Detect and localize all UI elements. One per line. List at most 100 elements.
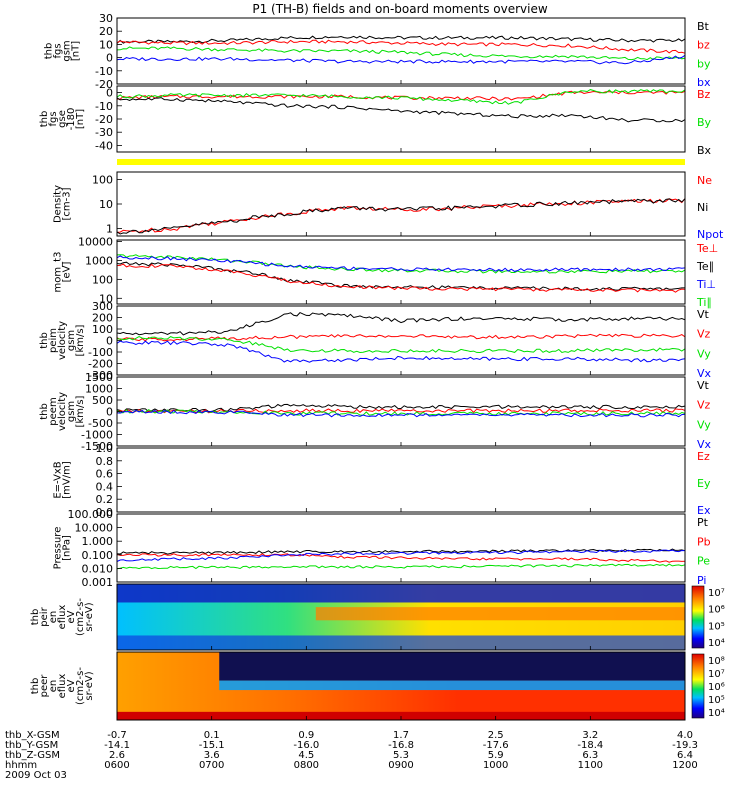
legend-label: Vx [697,367,712,380]
series-line-red [116,39,686,54]
colorbar-tick-label: 10⁸ [708,656,725,667]
y-tick-label: 1000 [85,254,113,267]
y-axis-label-line: [km/s] [75,395,86,427]
legend-label: Pt [697,516,709,529]
y-tick-label: -100 [88,346,113,359]
y-tick-label: 1500 [85,371,113,384]
y-axis-label-line: sr-eV) [84,602,95,631]
y-axis-label-line: gsm [66,401,77,422]
spectrogram-band-mid [219,680,686,691]
legend-label: Vz [697,399,711,412]
y-axis-label-line: (cm2-s- [75,598,86,636]
x-tick-label: -19.3 [672,740,698,751]
y-tick-label: 100 [92,323,113,336]
x-tick-label: 2.6 [109,750,125,761]
y-axis-label-line: Pressure [53,527,64,570]
y-axis-label-line: thb [39,403,50,420]
y-axis-label: thbpeirenefluxeV(cm2-s-sr-eV) [30,598,95,636]
x-tick-label: -15.1 [199,740,225,751]
y-axis-label-line: mom_t3 [53,252,64,293]
y-tick-label: -20 [95,78,113,91]
panel-temperature: 10000 1000 100 10 Te⊥ Te∥ Ti⊥ Ti∥ mom_t3[eV] [53,235,719,309]
y-axis-label-line: [nPa] [62,535,73,561]
y-axis-label-line: [nT] [71,41,82,61]
y-axis-label: thbfgsgsm[nT] [44,40,82,61]
y-axis-label-line: fgs [53,43,64,58]
y-tick-label: 100.000 [68,508,114,521]
panel-density: 100 10 1 Ne Ni Npot Density[cm-3] [53,171,724,241]
y-tick-label: 0.0 [96,506,114,519]
y-axis-label: mom_t3[eV] [53,252,73,293]
legend-label: Ez [697,450,710,463]
spectrogram-band-low [117,711,685,720]
y-tick-label: 300 [92,300,113,313]
y-tick-label: 0.100 [82,549,114,562]
y-axis-label-line: en [48,680,59,693]
y-tick-label: 500 [92,394,113,407]
x-tick-label: 6.4 [677,750,693,761]
y-tick-label: -10 [95,65,113,78]
y-axis-label-line: thb [30,678,41,695]
y-axis-label-line: [cm-3] [62,187,73,220]
y-axis-label-line: eflux [57,674,68,699]
y-axis-label-line: thb [44,43,55,60]
x-tick-label: 0.9 [298,730,314,741]
x-axis-row-label: thb_X-GSM [5,730,60,741]
y-tick-label: 1 [106,223,113,236]
series-line-red [116,263,686,293]
series-line-blue [116,340,686,363]
y-tick-label: 10 [99,38,113,51]
x-tick-label: -0.7 [107,730,127,741]
legend-label: Ne [697,174,712,187]
x-axis-row-label: thb_Y-GSM [5,740,58,751]
y-tick-label: 0.010 [82,562,114,575]
y-axis-label-line: -180 [66,108,77,131]
legend-label: Pe [697,555,710,568]
y-axis-label-line: gsm [66,330,77,351]
y-axis-label-line: velocity [57,321,68,360]
x-tick-label: 1200 [672,760,697,771]
series-line-green [116,254,686,274]
legend-label: Vy [697,418,711,431]
y-axis-label-line: eV [66,610,77,623]
y-tick-label: 200 [92,312,113,325]
series-line-green [116,563,686,570]
y-tick-label: 0.6 [96,468,114,481]
panel-frame [116,447,686,513]
x-tick-label: -18.4 [577,740,603,751]
y-axis-label-line: peem [48,397,59,425]
x-tick-label: 1.7 [393,730,409,741]
y-tick-label: 30 [99,12,113,25]
y-axis-label-line: eV [66,679,77,692]
colorbar-tick-label: 10⁶ [708,605,725,616]
y-axis-label: thbpeimvelocitygsm[km/s] [39,321,86,360]
x-tick-label: -16.8 [388,740,414,751]
y-tick-label: 0 [106,335,113,348]
x-tick-label: -14.1 [104,740,130,751]
y-axis-label-line: thb [39,111,50,128]
x-tick-label: 1100 [578,760,603,771]
y-tick-label: 10.000 [75,522,114,535]
legend-label: Te⊥ [696,242,718,255]
y-axis-label: Pressure[nPa] [53,527,73,570]
y-axis-label-line: [mV/m] [62,461,73,499]
x-tick-label: 6.3 [582,750,598,761]
y-tick-label: -30 [95,126,113,139]
colorbar-tick-label: 10⁴ [708,708,725,719]
x-axis-row-label: thb_Z-GSM [5,750,60,761]
y-tick-label: 0.001 [82,576,114,589]
legend-label: Ey [697,477,711,490]
legend-label: Vx [697,438,712,451]
legend-label: Bx [697,144,712,157]
colorbar-tick-label: 10⁶ [708,682,725,693]
panel-efield: 1.00.80.60.40.20.0 Ez Ey Ex E=-VxB[mV/m] [53,442,711,519]
y-axis-label: Density[cm-3] [53,185,73,223]
panel-fgs-gse: 0-10-20-30-40 Bz By Bx thbfgsgse-180[nT] [39,85,712,157]
series-line-red [116,553,686,563]
series-line-green [117,336,686,354]
legend-label: By [697,116,712,129]
spectrogram-band-high [117,584,685,603]
